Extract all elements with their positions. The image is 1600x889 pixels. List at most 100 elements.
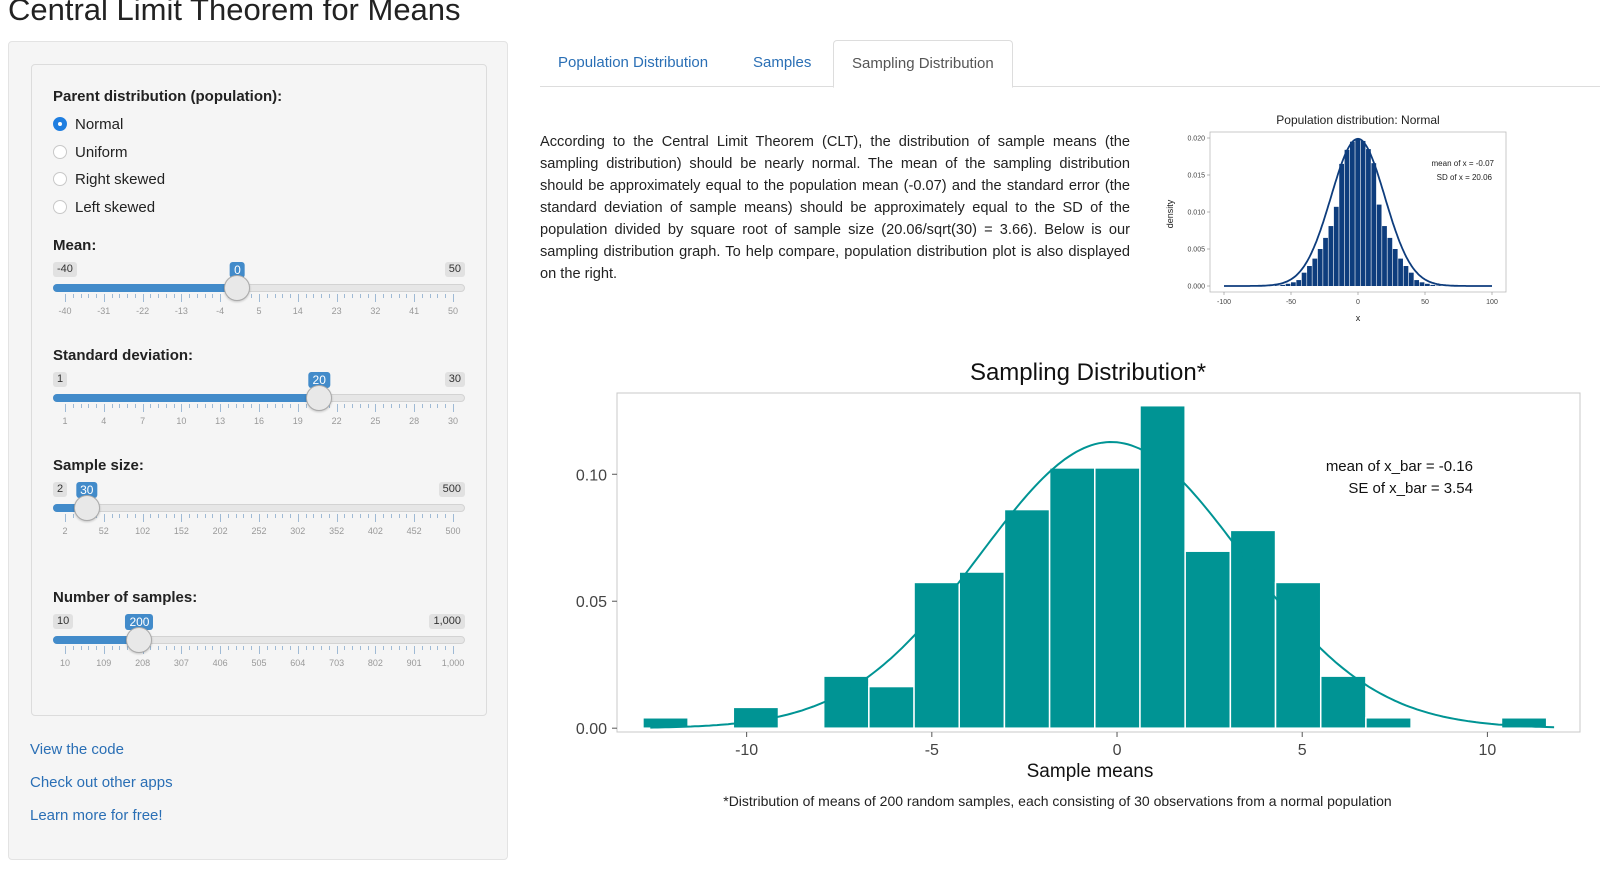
num-samples-slider-handle[interactable] <box>126 627 153 653</box>
pop-xtick-label: 0 <box>1356 299 1360 306</box>
sd-slider-tick <box>282 404 284 408</box>
radio-uniform[interactable]: Uniform <box>53 141 128 163</box>
radio-normal-label: Normal <box>75 115 124 133</box>
sd-slider-tick-label: 28 <box>409 416 420 426</box>
pop-bar <box>1301 272 1307 286</box>
view-code-link[interactable]: View the code <box>30 741 124 758</box>
sample-size-slider-tick <box>336 514 338 522</box>
sample-size-slider-tick <box>158 514 160 518</box>
pop-bar <box>1296 280 1302 286</box>
num-samples-slider-tick <box>243 646 245 650</box>
sample-size-slider-tick <box>321 514 323 518</box>
sample-size-slider-tick-label: 402 <box>367 526 383 536</box>
mean-slider-tick-label: 32 <box>370 306 381 316</box>
sample-size-slider-tick <box>235 514 237 518</box>
pop-bar <box>1323 237 1328 286</box>
num-samples-slider-tick <box>282 646 284 650</box>
mean-slider-tick-label: 14 <box>292 306 303 316</box>
sd-slider-tick <box>274 404 276 408</box>
num-samples-slider-tick <box>367 646 369 650</box>
sample-size-slider[interactable]: 2 500 30 2 52 102 152 202 252 302 352 402 452 500 <box>53 482 465 546</box>
sample-size-slider-tick-label: 500 <box>445 526 461 536</box>
pop-bar <box>1398 258 1403 286</box>
num-samples-slider-tick <box>173 646 175 650</box>
pop-annot-mean: mean of x = -0.07 <box>1432 159 1495 168</box>
num-samples-slider-tick <box>375 646 377 654</box>
sd-slider-handle[interactable] <box>306 385 333 411</box>
mean-slider-handle[interactable] <box>224 275 251 301</box>
sd-slider-tick <box>445 404 447 408</box>
sample-size-slider-tick-label: 2 <box>62 526 68 536</box>
radio-normal-indicator[interactable] <box>53 117 67 131</box>
sd-slider-tick <box>204 404 206 408</box>
mean-slider-tick <box>266 294 268 298</box>
sample-size-slider-track[interactable] <box>53 504 465 512</box>
tab-sampling-distribution[interactable]: Sampling Distribution <box>833 40 1013 88</box>
parent-distribution-label: Parent distribution (population): <box>53 88 283 105</box>
sample-size-slider-fill <box>53 504 87 512</box>
sd-slider-tick <box>421 404 423 408</box>
sample-size-slider-tick <box>266 514 268 518</box>
radio-right-skewed[interactable]: Right skewed <box>53 168 165 190</box>
radio-right-skewed-indicator[interactable] <box>53 172 67 186</box>
num-samples-slider-tick <box>158 646 160 650</box>
pop-bar <box>1355 138 1361 286</box>
radio-normal[interactable]: Normal <box>53 113 123 135</box>
samp-bar <box>868 685 915 729</box>
num-samples-slider-tick <box>297 646 299 654</box>
num-samples-slider-tick <box>150 646 152 650</box>
samp-xtick-label: -10 <box>735 742 758 759</box>
pop-xlabel: x <box>1356 313 1361 323</box>
sd-slider-tick <box>243 404 245 408</box>
samp-ytick-label: 0.00 <box>576 721 607 738</box>
sample-size-slider-handle[interactable] <box>73 495 100 521</box>
num-samples-slider-tick <box>352 646 354 650</box>
num-samples-slider-tick <box>96 646 98 650</box>
learn-more-link[interactable]: Learn more for free! <box>30 807 163 824</box>
pop-bar <box>1333 206 1339 286</box>
sd-slider[interactable]: 1 30 20 1 4 7 10 13 16 19 22 25 28 30 <box>53 372 465 436</box>
mean-slider-tick <box>367 294 369 298</box>
samp-xtick-label: 10 <box>1479 742 1497 759</box>
mean-slider-tick <box>65 294 66 302</box>
sd-slider-tick-label: 30 <box>447 416 459 426</box>
samp-chart-title: Sampling Distribution* <box>970 359 1206 386</box>
num-samples-label: Number of samples: <box>53 589 198 606</box>
mean-slider-tick <box>142 294 144 302</box>
mean-slider[interactable]: -40 50 0 -40 -31 -22 -13 -4 5 14 23 32 41 50 <box>53 262 465 326</box>
sampling-distribution-chart: Sampling Distribution* 0.00 0.05 0.10 -10 -… <box>576 359 1581 782</box>
radio-uniform-indicator[interactable] <box>53 145 67 159</box>
sd-slider-tick <box>165 404 167 408</box>
sample-size-slider-tick-label: 102 <box>135 526 151 536</box>
tab-samples[interactable]: Samples <box>753 54 812 71</box>
sd-slider-tick <box>235 404 237 408</box>
pop-ytick-label: 0.020 <box>1187 136 1205 143</box>
mean-slider-tick <box>390 294 392 298</box>
pop-bar <box>1425 283 1430 286</box>
mean-slider-tick <box>290 294 292 298</box>
num-samples-slider-tick-label: 703 <box>329 658 345 668</box>
radio-left-skewed[interactable]: Left skewed <box>53 196 155 218</box>
num-samples-slider-tick <box>212 646 214 650</box>
tab-population-distribution[interactable]: Population Distribution <box>558 54 709 71</box>
sd-slider-tick <box>352 404 354 408</box>
radio-left-skewed-indicator[interactable] <box>53 200 67 214</box>
clt-explanation: According to the Central Limit Theorem (… <box>540 134 1130 282</box>
sd-slider-tick <box>305 404 307 408</box>
num-samples-slider-tick <box>383 646 385 650</box>
num-samples-slider-tick <box>88 646 90 650</box>
num-samples-slider-tick <box>165 646 167 650</box>
sample-size-slider-tick-label: 252 <box>251 526 267 536</box>
sd-slider-tick <box>251 404 253 408</box>
num-samples-slider-tick-label: 208 <box>135 658 151 668</box>
mean-slider-tick <box>181 294 183 302</box>
num-samples-slider-tick-label: 604 <box>290 658 306 668</box>
sd-slider-tick <box>336 404 338 412</box>
num-samples-slider[interactable]: 10 1,000 200 10 109 208 307 406 505 604 703 802 9… <box>53 614 465 678</box>
population-distribution-chart: Population distribution: Normal 0.000 0.0… <box>1165 113 1507 323</box>
sample-size-slider-tick <box>142 514 144 522</box>
samp-ytick-label: 0.05 <box>576 594 607 611</box>
sample-size-slider-tick <box>344 514 346 518</box>
sample-size-slider-tick <box>181 514 183 522</box>
other-apps-link[interactable]: Check out other apps <box>30 774 173 791</box>
